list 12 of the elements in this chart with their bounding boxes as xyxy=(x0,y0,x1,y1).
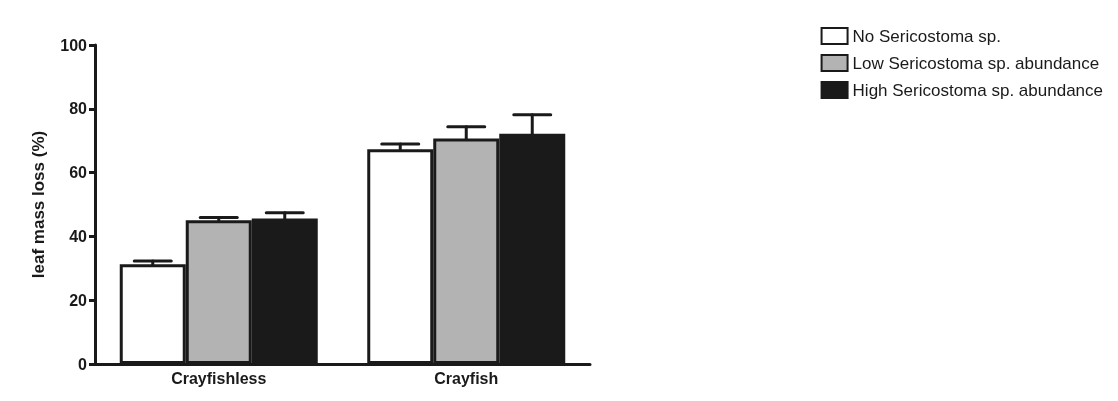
y-tick-label: 80 xyxy=(69,100,88,118)
y-tick-label: 0 xyxy=(78,355,88,373)
y-tick-label: 40 xyxy=(69,227,88,245)
legend-label: Low Sericostoma sp. abundance xyxy=(852,53,1100,73)
y-axis-title: leaf mass loss (%) xyxy=(29,130,48,279)
y-tick-label: 20 xyxy=(69,291,88,309)
x-tick-label: Crayfish xyxy=(434,369,499,387)
y-tick-label: 100 xyxy=(60,36,88,54)
legend-label: High Sericostoma sp. abundance xyxy=(852,80,1104,100)
legend-label: No Sericostoma sp. xyxy=(852,26,1001,46)
x-tick-label: Crayfishless xyxy=(171,369,267,387)
y-tick-label: 60 xyxy=(69,164,88,182)
